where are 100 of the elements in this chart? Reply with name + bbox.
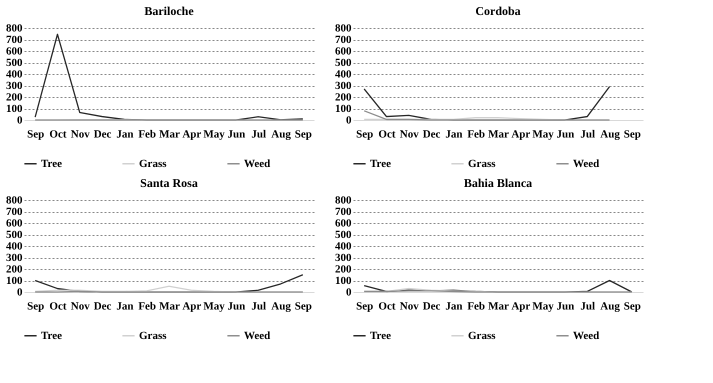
y-tick-label: 100 [6,103,23,115]
x-tick-label: Nov [70,128,90,140]
x-tick-label: Dec [94,128,112,140]
y-tick-label: 400 [6,240,23,252]
x-tick-label: Sep [624,300,641,312]
x-tick-label: Jul [251,128,266,140]
x-tick-label: Feb [138,300,156,312]
x-tick-label: Apr [182,128,202,140]
x-tick-label: Dec [94,300,112,312]
y-tick-label: 0 [346,114,352,126]
legend-label: Tree [370,330,392,342]
y-tick-label: 300 [6,80,23,92]
chart-title: Cordoba [475,4,521,18]
x-tick-label: Sep [27,300,44,312]
x-tick-label: Jan [445,128,462,140]
x-tick-label: Mar [488,128,509,140]
y-tick-label: 100 [6,275,23,287]
y-tick-label: 0 [17,114,23,126]
y-tick-label: 700 [6,206,23,218]
y-tick-label: 0 [346,286,352,298]
legend-label: Weed [244,158,270,170]
x-tick-label: Jul [580,300,596,312]
y-tick-label: 0 [17,286,23,298]
x-tick-label: Sep [356,300,374,312]
y-tick-label: 600 [6,46,23,58]
chart-title: Bahia Blanca [464,176,532,190]
x-tick-label: Jul [580,128,596,140]
x-tick-label: Aug [600,128,620,140]
x-tick-label: Feb [467,128,486,140]
x-tick-label: Sep [356,128,374,140]
y-tick-label: 500 [6,229,23,241]
x-tick-label: Jan [116,300,134,312]
y-tick-label: 600 [6,218,23,230]
y-tick-label: 800 [335,22,352,34]
x-tick-label: Oct [378,300,396,312]
x-tick-label: Jan [445,300,462,312]
legend-label: Grass [139,158,168,170]
x-tick-label: Jun [228,128,246,140]
y-tick-label: 800 [6,194,23,206]
y-tick-label: 300 [335,80,352,92]
y-tick-label: 700 [6,34,23,46]
x-tick-label: Dec [422,300,441,312]
legend-label: Weed [244,330,270,342]
y-tick-label: 200 [6,264,23,276]
x-tick-label: Oct [378,128,396,140]
y-tick-label: 700 [335,34,352,46]
x-tick-label: Mar [488,300,509,312]
y-tick-label: 600 [335,218,352,230]
y-tick-label: 700 [335,206,352,218]
x-tick-label: Dec [422,128,441,140]
x-tick-label: Jun [556,300,574,312]
y-tick-label: 500 [335,57,352,69]
y-tick-label: 400 [6,68,23,80]
y-tick-label: 200 [335,92,352,104]
x-tick-label: Nov [400,300,420,312]
x-tick-label: Jun [228,300,246,312]
chart-title: Bariloche [144,4,194,18]
y-tick-label: 300 [335,252,352,264]
x-tick-label: Feb [138,128,156,140]
legend-label: Weed [573,330,600,342]
y-tick-label: 300 [6,252,23,264]
x-tick-label: Apr [182,300,202,312]
legend-label: Grass [139,330,168,342]
y-tick-label: 400 [335,240,352,252]
x-tick-label: Jul [251,300,266,312]
x-tick-label: Oct [49,128,67,140]
y-tick-label: 500 [6,57,23,69]
x-tick-label: May [532,300,554,312]
x-tick-label: Feb [467,300,486,312]
legend-label: Weed [573,158,600,170]
y-tick-label: 100 [335,103,352,115]
x-tick-label: Sep [294,300,312,312]
legend-label: Grass [468,158,496,170]
chart-title: Santa Rosa [140,176,198,190]
x-tick-label: Jan [116,128,134,140]
x-tick-label: Aug [600,300,620,312]
x-tick-label: Jun [556,128,574,140]
y-tick-label: 800 [335,194,352,206]
legend-label: Grass [468,330,496,342]
y-tick-label: 200 [6,92,23,104]
x-tick-label: Mar [159,128,180,140]
legend-label: Tree [41,330,62,342]
x-tick-label: Aug [271,300,292,312]
x-tick-label: Apr [511,128,530,140]
y-tick-label: 100 [335,275,352,287]
y-tick-label: 600 [335,46,352,58]
x-tick-label: Nov [70,300,90,312]
x-tick-label: Aug [271,128,292,140]
x-tick-label: Sep [624,128,641,140]
x-tick-label: Sep [294,128,312,140]
y-tick-label: 500 [335,229,352,241]
legend-label: Tree [370,158,392,170]
y-tick-label: 800 [6,22,23,34]
y-tick-label: 200 [335,264,352,276]
x-tick-label: Apr [511,300,530,312]
y-tick-label: 400 [335,68,352,80]
x-tick-label: May [203,300,226,312]
x-tick-label: Mar [159,300,180,312]
x-tick-label: May [532,128,554,140]
x-tick-label: Oct [49,300,67,312]
